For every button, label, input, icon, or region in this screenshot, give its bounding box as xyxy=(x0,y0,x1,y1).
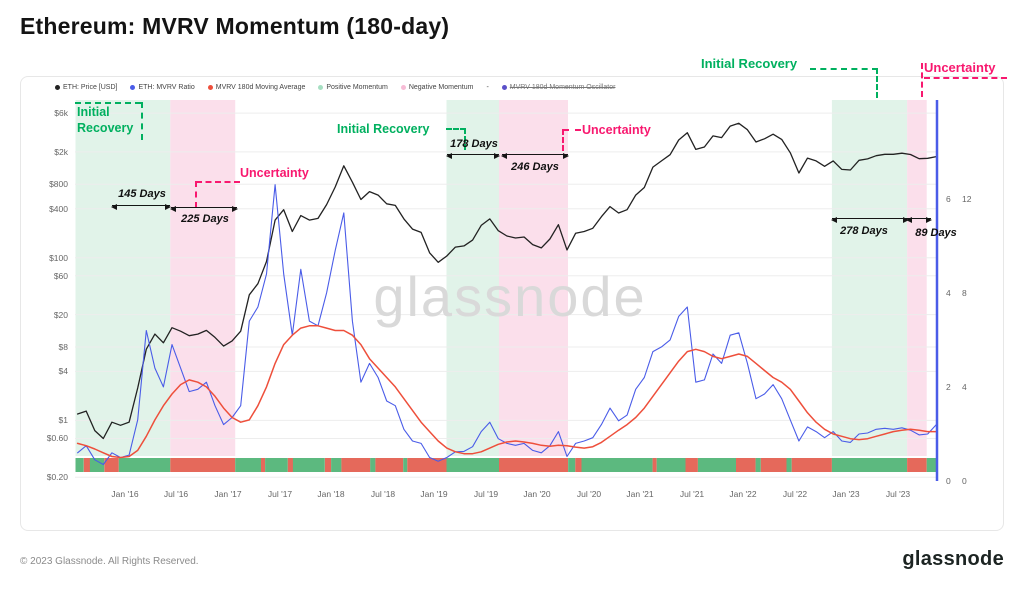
x-axis-tick: Jan '21 xyxy=(626,489,654,499)
y-axis-price-tick: $0.20 xyxy=(46,472,68,482)
x-axis-tick: Jan '16 xyxy=(111,489,139,499)
legend-dot xyxy=(400,85,406,90)
legend-label: - xyxy=(486,84,489,91)
chart-card xyxy=(20,76,1004,531)
y-axis-price-tick: $4 xyxy=(58,366,68,376)
x-axis-tick: Jul '20 xyxy=(576,489,602,499)
y-axis-price-tick: $20 xyxy=(53,310,68,320)
dashed-connector xyxy=(876,68,878,98)
chart-legend: ETH: Price [USD] ETH: MVRV Ratio MVRV 180d… xyxy=(55,84,615,91)
x-axis-tick: Jan '19 xyxy=(420,489,448,499)
dashed-connector xyxy=(562,129,564,151)
legend-label: ETH: Price [USD] xyxy=(63,84,118,91)
legend-label: Negative Momentum xyxy=(408,84,474,91)
legend-item[interactable]: ETH: MVRV Ratio xyxy=(130,84,195,91)
legend-item[interactable]: Negative Momentum xyxy=(400,84,474,91)
y-axis-mvrv-tick: 0 xyxy=(946,476,951,486)
annotation-recovery-3-days: 278 Days xyxy=(840,225,888,237)
x-axis-tick: Jul '17 xyxy=(267,489,293,499)
duration-arrow xyxy=(446,152,500,159)
legend-label: MVRV 180d Moving Average xyxy=(215,84,306,91)
x-axis-tick: Jan '18 xyxy=(317,489,345,499)
x-axis-tick: Jul '16 xyxy=(163,489,189,499)
x-axis-tick: Jan '23 xyxy=(832,489,860,499)
y-axis-price-tick: $800 xyxy=(49,179,68,189)
y-axis-mvrv-tick: 6 xyxy=(946,194,951,204)
legend-item[interactable]: Positive Momentum xyxy=(318,84,388,91)
legend-dot xyxy=(130,85,136,90)
legend-dot xyxy=(501,85,507,90)
annotation-uncertainty-3-label: Uncertainty xyxy=(924,60,996,75)
x-axis-tick: Jul '23 xyxy=(885,489,911,499)
y-axis-price-tick: $0.60 xyxy=(46,433,68,443)
duration-arrow xyxy=(831,216,909,223)
annotation-uncertainty-1-days: 225 Days xyxy=(181,213,229,225)
duration-arrow xyxy=(501,152,569,159)
x-axis-tick: Jan '20 xyxy=(523,489,551,499)
legend-item[interactable]: ETH: Price [USD] xyxy=(55,84,117,91)
annotation-recovery-2-days: 178 Days xyxy=(450,138,498,150)
y-axis-oscillator-tick: 12 xyxy=(962,194,972,204)
x-axis-tick: Jul '19 xyxy=(473,489,499,499)
annotation-uncertainty-2-days: 246 Days xyxy=(511,161,559,173)
legend-item[interactable]: MVRV 180d Moving Average xyxy=(207,84,306,91)
duration-arrow xyxy=(906,216,932,223)
y-axis-oscillator-tick: 4 xyxy=(962,382,967,392)
y-axis-oscillator-tick: 0 xyxy=(962,476,967,486)
annotation-uncertainty-3-days: 89 Days xyxy=(915,227,957,239)
x-axis-tick: Jul '18 xyxy=(370,489,396,499)
copyright-text: © 2023 Glassnode. All Rights Reserved. xyxy=(20,556,199,567)
x-axis-tick: Jul '21 xyxy=(679,489,705,499)
dashed-connector xyxy=(196,181,240,183)
duration-arrow xyxy=(111,203,171,210)
dashed-connector xyxy=(924,77,1007,79)
annotation-recovery-3-label: Initial Recovery xyxy=(701,56,798,71)
legend-item[interactable]: - xyxy=(486,84,488,91)
legend-label: MVRV 180d Momentum Oscillator xyxy=(509,84,616,91)
duration-arrow xyxy=(170,205,238,212)
dashed-connector xyxy=(563,129,581,131)
dashed-connector xyxy=(810,68,878,70)
y-axis-price-tick: $8 xyxy=(58,342,68,352)
legend-dot xyxy=(318,85,324,90)
legend-label: Positive Momentum xyxy=(326,84,388,91)
legend-dot xyxy=(55,85,60,90)
legend-label: ETH: MVRV Ratio xyxy=(138,84,195,91)
y-axis-mvrv-tick: 4 xyxy=(946,288,951,298)
legend-item[interactable]: MVRV 180d Momentum Oscillator xyxy=(501,84,616,91)
y-axis-price-tick: $6k xyxy=(54,108,68,118)
glassnode-logo: glassnode xyxy=(902,548,1004,570)
y-axis-price-tick: $400 xyxy=(49,204,68,214)
y-axis-price-tick: $60 xyxy=(53,271,68,281)
annotation-recovery-1-days: 145 Days xyxy=(118,188,166,200)
dashed-connector xyxy=(195,181,197,208)
y-axis-price-tick: $1 xyxy=(58,415,68,425)
dashed-connector xyxy=(446,128,466,130)
dashed-connector xyxy=(921,63,923,97)
y-axis-price-tick: $2k xyxy=(54,147,68,157)
x-axis-tick: Jul '22 xyxy=(782,489,808,499)
legend-dot xyxy=(207,85,213,90)
y-axis-price-tick: $100 xyxy=(49,253,68,263)
annotation-uncertainty-1-label: Uncertainty xyxy=(240,166,309,180)
dashed-connector xyxy=(75,102,141,104)
annotation-recovery-2-label: Initial Recovery xyxy=(337,122,430,136)
y-axis-oscillator-tick: 8 xyxy=(962,288,967,298)
x-axis-tick: Jan '22 xyxy=(729,489,757,499)
annotation-recovery-1-label: Initial Recovery xyxy=(77,105,134,135)
x-axis-tick: Jan '17 xyxy=(214,489,242,499)
y-axis-mvrv-tick: 2 xyxy=(946,382,951,392)
annotation-uncertainty-2-label: Uncertainty xyxy=(582,123,651,137)
page-title: Ethereum: MVRV Momentum (180-day) xyxy=(20,13,450,39)
